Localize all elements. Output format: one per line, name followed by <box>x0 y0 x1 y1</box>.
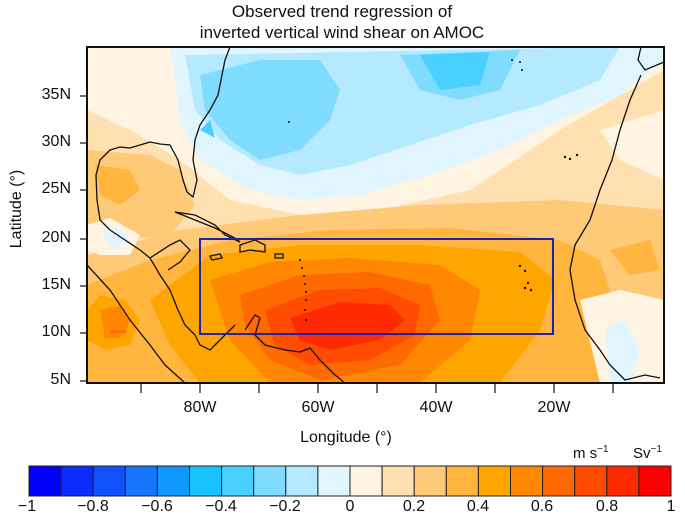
colorbar-label-neg0.4: −0.4 <box>205 498 237 515</box>
y-tick-label-10n: 10N <box>41 323 71 340</box>
x-tick-label-80w: 80W <box>183 399 217 416</box>
colorbar-units-ms: m s−1 <box>573 444 609 462</box>
x-tick-label-40w: 40W <box>419 399 453 416</box>
colorbar-label-neg1: −1 <box>17 498 37 515</box>
chart-title-line-1: Observed trend regression of <box>231 2 453 21</box>
colorbar-label-0.8: 0.8 <box>595 498 619 515</box>
colorbar-label-neg0.8: −0.8 <box>77 498 109 515</box>
contour-field <box>87 47 664 383</box>
island-markers <box>288 59 579 321</box>
region-box-80w-20w-10n-20n <box>199 238 554 335</box>
x-tick-label-60w: 60W <box>301 399 335 416</box>
colorbar-units-sv: Sv−1 <box>633 444 662 462</box>
y-axis-ticks <box>80 95 87 382</box>
units-sv-text: Sv <box>633 445 651 462</box>
plot-frame <box>86 46 665 384</box>
colorbar <box>28 465 672 497</box>
y-tick-label-25n: 25N <box>41 180 71 197</box>
y-tick-label-30n: 30N <box>41 133 71 150</box>
colorbar-label-neg0.2: −0.2 <box>269 498 301 515</box>
colorbar-label-1: 1 <box>666 498 676 515</box>
colorbar-label-neg0.6: −0.6 <box>141 498 173 515</box>
x-axis-label: Longitude (°) <box>300 429 392 446</box>
y-tick-label-35n: 35N <box>41 86 71 103</box>
y-tick-label-15n: 15N <box>41 276 71 293</box>
colorbar-label-0.4: 0.4 <box>466 498 490 515</box>
y-axis-label: Latitude (°) <box>8 169 25 249</box>
chart-title-line-2: inverted vertical wind shear on AMOC <box>199 23 485 42</box>
x-axis-ticks <box>140 384 614 393</box>
units-ms-exponent: −1 <box>597 444 609 455</box>
units-ms-text: m s <box>573 445 598 462</box>
y-tick-label-5n: 5N <box>50 371 71 388</box>
colorbar-label-0.2: 0.2 <box>402 498 426 515</box>
y-tick-label-20n: 20N <box>41 229 71 246</box>
colorbar-label-0: 0 <box>345 498 355 515</box>
units-sv-exponent: −1 <box>650 444 662 455</box>
coastlines <box>87 47 664 383</box>
colorbar-label-0.6: 0.6 <box>530 498 554 515</box>
x-tick-label-20w: 20W <box>537 399 571 416</box>
